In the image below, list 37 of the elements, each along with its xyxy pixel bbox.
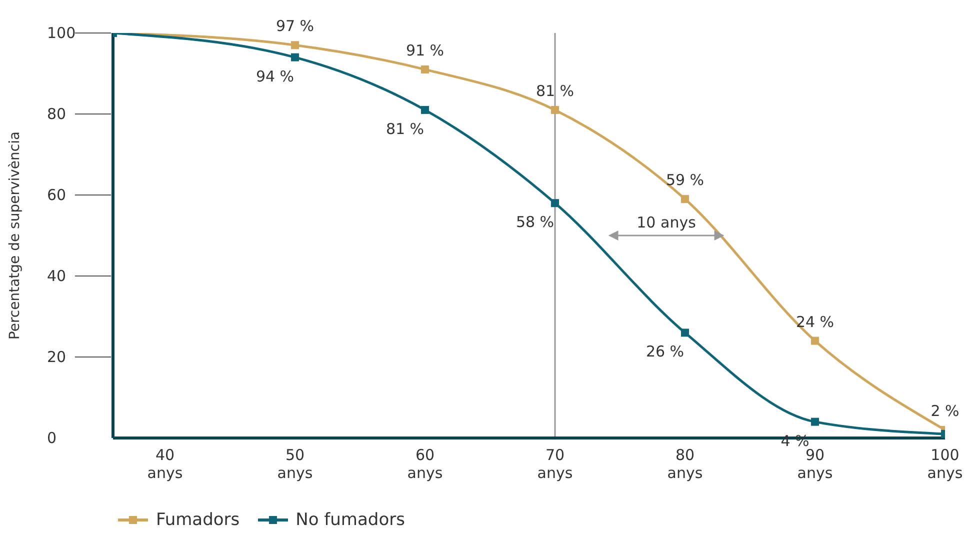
- x-tick-label: 40 anys: [147, 446, 183, 482]
- x-tick-label: 90 anys: [797, 446, 833, 482]
- point: [811, 336, 819, 345]
- point: [811, 418, 819, 426]
- data-label: 94 %: [256, 67, 294, 86]
- legend-label: No fumadors: [294, 510, 405, 530]
- x-tick-label: 60 anys: [407, 446, 443, 482]
- x-tick-label: 70 anys: [537, 446, 573, 482]
- data-label: 91 %: [406, 41, 444, 60]
- x-tick-label: 80 anys: [667, 446, 703, 482]
- data-label: 58 %: [516, 213, 554, 232]
- y-tick-label: 40: [47, 267, 66, 285]
- legend-label: Fumadors: [155, 510, 240, 530]
- y-tick-label: 60: [47, 186, 66, 204]
- point: [551, 199, 559, 208]
- y-tick-label: 20: [47, 348, 66, 366]
- point: [681, 195, 689, 204]
- point: [421, 65, 429, 74]
- data-label: 24 %: [796, 312, 834, 331]
- y-tick-label: 0: [47, 429, 57, 447]
- data-label: 81 %: [536, 82, 574, 100]
- y-axis-title: Percentatge de supervivència: [6, 131, 23, 340]
- point: [421, 106, 429, 114]
- point: [551, 106, 559, 114]
- point: [291, 41, 299, 50]
- data-label: 26 %: [646, 342, 684, 361]
- x-tick-label: 100 anys: [927, 446, 963, 482]
- x-tick-label: 50 anys: [277, 446, 313, 482]
- annotation: 10 anys: [636, 214, 696, 232]
- point: [291, 53, 299, 62]
- data-label: 59 %: [666, 171, 704, 190]
- y-tick-label: 80: [47, 105, 66, 123]
- data-label: 97 %: [276, 17, 314, 36]
- data-label: 81 %: [386, 120, 424, 138]
- point: [681, 328, 689, 337]
- y-tick-label: 100: [47, 24, 76, 42]
- data-label: 2 %: [930, 402, 960, 420]
